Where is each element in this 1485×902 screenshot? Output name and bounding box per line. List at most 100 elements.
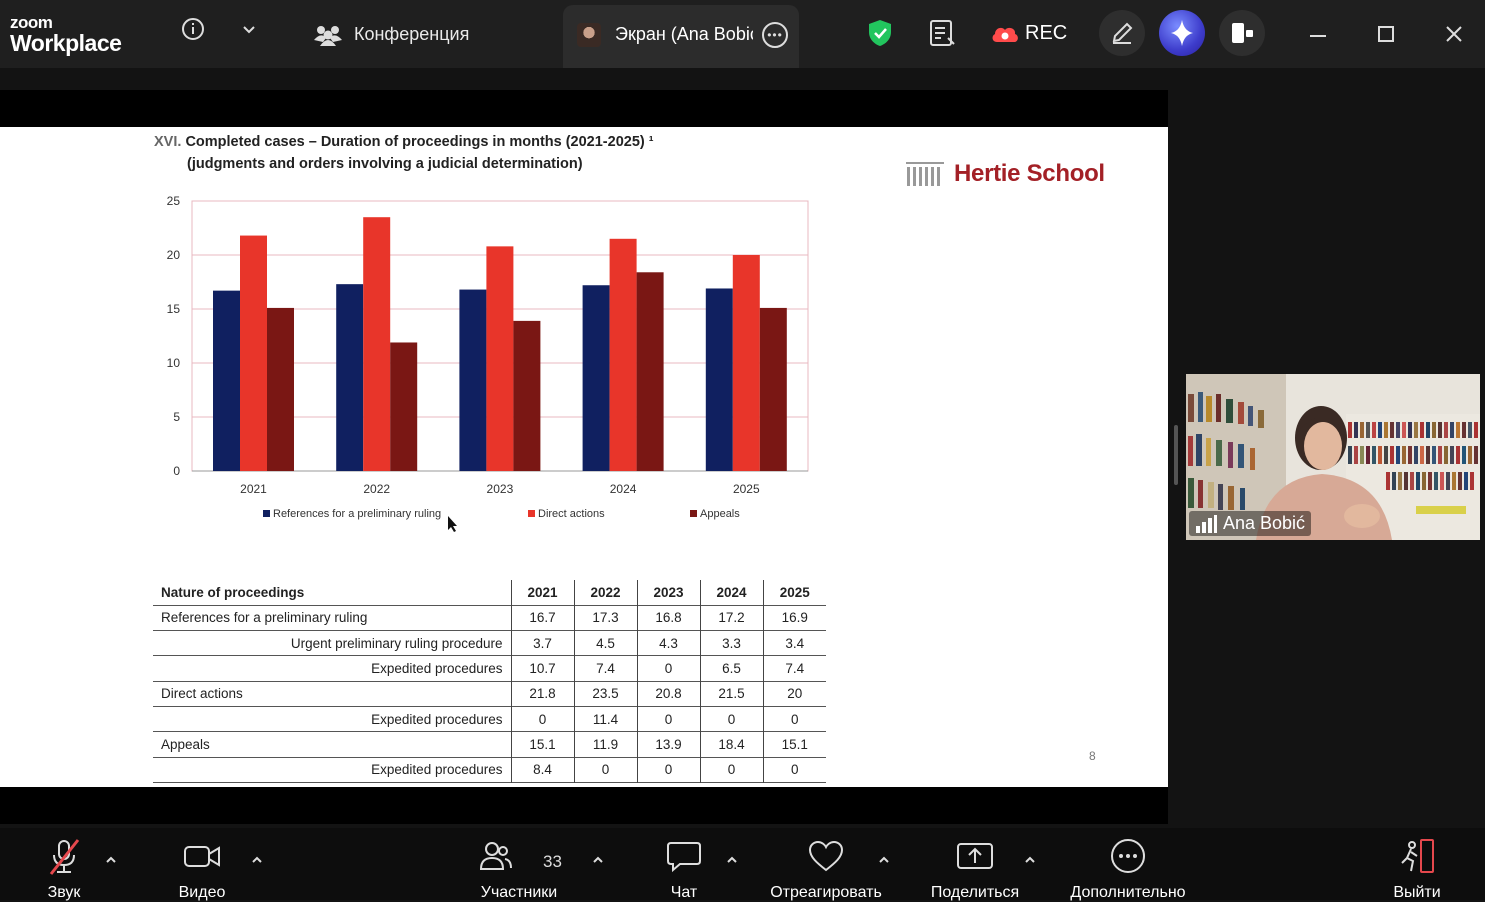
- meeting-toolbar: Звук Видео Участники 33 Чат Отреагироват…: [0, 828, 1485, 902]
- hertie-logo-text: Hertie School: [954, 160, 1105, 187]
- table-cell: 8.4: [510, 757, 574, 783]
- info-icon[interactable]: [180, 16, 206, 42]
- participants-button[interactable]: Участники: [474, 828, 564, 902]
- record-label[interactable]: REC: [1025, 22, 1068, 44]
- table-cell: 20.8: [636, 681, 700, 707]
- table-cell: 3.4: [762, 630, 826, 656]
- table-row: Direct actions 21.8 23.5 20.8 21.5 20: [153, 681, 826, 707]
- table-cell: 0: [573, 757, 637, 783]
- table-cell: 3.3: [699, 630, 763, 656]
- table-cell: 4.5: [573, 630, 637, 656]
- react-button[interactable]: Отреагировать: [758, 828, 894, 902]
- table-row: Appeals 15.1 11.9 13.9 18.4 15.1: [153, 731, 826, 758]
- table-cell: 18.4: [699, 731, 763, 758]
- bar-2025-2: [732, 255, 760, 471]
- table-cell: 15.1: [762, 731, 826, 758]
- audio-button[interactable]: Звук: [38, 828, 90, 902]
- leave-door-icon: [1397, 828, 1437, 884]
- table-header-cell: 2025: [762, 580, 826, 606]
- row-label: Direct actions: [161, 686, 243, 702]
- table-cell: 11.4: [573, 706, 637, 732]
- share-screen-button[interactable]: Поделиться: [920, 828, 1030, 902]
- video-label: Видео: [178, 884, 226, 901]
- mouse-cursor-icon: [448, 516, 457, 532]
- chat-options-caret-icon[interactable]: [725, 853, 739, 872]
- bar-2025-1: [705, 288, 733, 471]
- slide-subtitle: (judgments and orders involving a judici…: [187, 156, 583, 172]
- close-icon[interactable]: [1442, 22, 1466, 46]
- bar-2021-2: [240, 235, 267, 471]
- pencil-icon: [1112, 22, 1133, 44]
- screen-share-tab[interactable]: Экран (Ana Bobić •••: [563, 5, 799, 68]
- bar-2025-3: [759, 307, 787, 471]
- video-button[interactable]: Видео: [174, 828, 230, 902]
- annotate-button[interactable]: [1099, 10, 1145, 56]
- share-label: Поделиться: [930, 884, 1020, 901]
- leave-button[interactable]: Выйти: [1386, 828, 1448, 902]
- table-cell: 0: [510, 706, 574, 732]
- participant-video-tile[interactable]: Ana Bobić: [1186, 374, 1480, 540]
- table-cell: 0: [699, 706, 763, 732]
- speaker-silhouette: [1256, 406, 1392, 540]
- table-cell: 0: [636, 655, 700, 682]
- chevron-down-icon[interactable]: [238, 18, 260, 40]
- sharer-avatar: [577, 23, 601, 47]
- bar-2022-3: [390, 342, 418, 471]
- table-cell: 21.8: [510, 681, 574, 707]
- security-shield-icon[interactable]: [866, 19, 894, 47]
- bar-2023-3: [513, 320, 541, 471]
- x-tick-label: 2021: [240, 482, 267, 496]
- cloud-record-icon[interactable]: [990, 22, 1020, 44]
- bar-2022-2: [363, 217, 391, 471]
- audio-options-caret-icon[interactable]: [104, 853, 118, 872]
- table-cell: 15.1: [510, 731, 574, 758]
- participants-options-caret-icon[interactable]: [591, 853, 605, 872]
- more-options-icon[interactable]: •••: [762, 22, 788, 48]
- conference-people-icon: [312, 20, 344, 50]
- y-tick-label: 15: [167, 302, 181, 316]
- table-cell: 3.7: [510, 630, 574, 656]
- table-cell: 16.7: [510, 605, 574, 631]
- logo-line-2: Workplace: [10, 30, 122, 56]
- apps-button[interactable]: [1219, 10, 1265, 56]
- row-label: References for a preliminary ruling: [161, 610, 368, 626]
- bar-2022-1: [336, 284, 364, 471]
- bar-2024-1: [582, 285, 610, 471]
- notes-icon[interactable]: [927, 17, 957, 49]
- y-tick-label: 5: [173, 410, 180, 424]
- panel-resize-handle[interactable]: [1174, 425, 1178, 485]
- react-label: Отреагировать: [770, 884, 882, 901]
- maximize-icon[interactable]: [1374, 22, 1398, 46]
- table-header-cell: 2023: [636, 580, 700, 606]
- video-options-caret-icon[interactable]: [250, 853, 264, 872]
- participant-name: Ana Bobić: [1223, 513, 1306, 533]
- table-cell: 7.4: [573, 655, 637, 682]
- legend-swatch: [690, 510, 697, 517]
- table-row: Expedited procedures 8.4 0 0 0 0: [153, 757, 826, 783]
- table-cell: 16.9: [762, 605, 826, 631]
- slide-title-text: Completed cases – Duration of proceeding…: [185, 134, 654, 150]
- bar-2023-1: [459, 289, 487, 471]
- ai-companion-button[interactable]: [1159, 10, 1205, 56]
- table-cell: 10.7: [510, 655, 574, 682]
- table-header-cell: 2024: [699, 580, 763, 606]
- more-button[interactable]: Дополнительно: [1058, 828, 1198, 902]
- table-cell: 0: [699, 757, 763, 783]
- table-header-row: Nature of proceedings 2021 2022 2023 2024 202…: [153, 580, 826, 606]
- table-row: Expedited procedures 10.7 7.4 0 6.5 7.4: [153, 655, 826, 682]
- chat-button[interactable]: Чат: [662, 828, 706, 902]
- table-cell: 6.5: [699, 655, 763, 682]
- conference-tab-label[interactable]: Конференция: [354, 24, 470, 44]
- table-header-cell: Nature of proceedings: [161, 584, 305, 600]
- share-options-caret-icon[interactable]: [1023, 853, 1037, 872]
- table-cell: 0: [636, 757, 700, 783]
- bar-2023-2: [486, 246, 514, 471]
- y-tick-label: 20: [167, 248, 181, 262]
- row-label: Expedited procedures: [371, 661, 503, 677]
- x-tick-label: 2024: [610, 482, 637, 496]
- react-options-caret-icon[interactable]: [877, 853, 891, 872]
- y-tick-label: 0: [173, 464, 180, 478]
- chat-bubble-icon: [666, 828, 702, 884]
- minimize-icon[interactable]: [1306, 22, 1330, 46]
